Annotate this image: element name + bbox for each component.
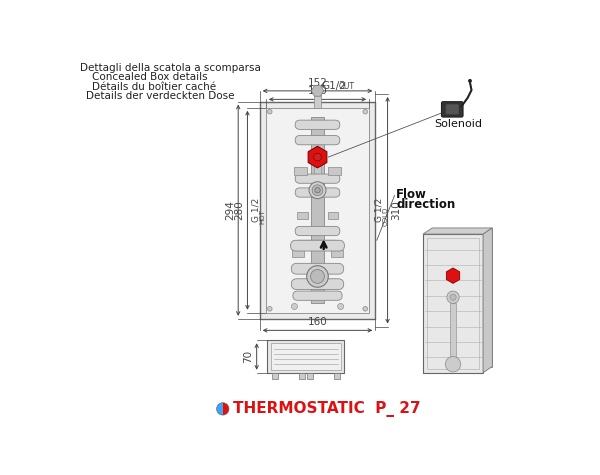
Bar	[271, 343, 341, 370]
FancyBboxPatch shape	[442, 102, 463, 117]
FancyBboxPatch shape	[295, 240, 340, 249]
Circle shape	[445, 357, 461, 372]
Bar	[314, 157, 322, 185]
Circle shape	[292, 304, 298, 310]
Text: Dettagli della scatola a scomparsa: Dettagli della scatola a scomparsa	[80, 63, 261, 73]
Text: Flow: Flow	[396, 188, 427, 201]
Bar	[299, 373, 305, 379]
FancyBboxPatch shape	[295, 188, 340, 197]
Circle shape	[363, 109, 368, 114]
Text: 160: 160	[308, 317, 328, 327]
FancyBboxPatch shape	[293, 291, 342, 300]
Wedge shape	[217, 403, 223, 415]
Bar	[331, 249, 343, 257]
Circle shape	[309, 182, 326, 199]
Text: 294: 294	[225, 200, 235, 220]
FancyBboxPatch shape	[290, 240, 344, 251]
FancyBboxPatch shape	[446, 105, 458, 114]
Wedge shape	[223, 403, 229, 415]
FancyBboxPatch shape	[295, 227, 340, 236]
Text: HOT: HOT	[259, 209, 265, 224]
Circle shape	[447, 291, 459, 304]
Text: Détails du boîtier caché: Détails du boîtier caché	[92, 82, 216, 92]
FancyBboxPatch shape	[292, 279, 344, 290]
Bar	[266, 108, 369, 313]
Bar	[307, 373, 313, 379]
Bar	[328, 212, 338, 219]
Circle shape	[314, 153, 322, 161]
Text: Concealed Box details: Concealed Box details	[92, 72, 208, 82]
Bar	[423, 234, 483, 373]
Text: 70: 70	[244, 350, 254, 363]
Text: G 1/2: G 1/2	[374, 198, 383, 222]
Circle shape	[450, 294, 456, 300]
Bar	[334, 373, 340, 379]
Bar	[272, 373, 278, 379]
Text: Details der verdeckten Dose: Details der verdeckten Dose	[86, 91, 234, 101]
Bar	[295, 167, 307, 175]
FancyBboxPatch shape	[295, 135, 340, 145]
Text: 310: 310	[391, 200, 401, 220]
Bar	[292, 249, 304, 257]
Circle shape	[268, 306, 272, 311]
Text: OUT: OUT	[339, 82, 355, 91]
Bar	[314, 88, 322, 108]
Circle shape	[307, 266, 328, 287]
Bar	[297, 212, 308, 219]
Text: THERMOSTATIC  P_ 27: THERMOSTATIC P_ 27	[233, 401, 421, 417]
Text: Solenoid: Solenoid	[434, 119, 482, 129]
Bar	[260, 102, 375, 319]
Text: 140: 140	[308, 86, 328, 96]
Circle shape	[468, 79, 472, 83]
FancyBboxPatch shape	[295, 174, 340, 183]
Bar	[450, 303, 456, 357]
Text: G 1/2: G 1/2	[251, 198, 260, 222]
Polygon shape	[483, 228, 492, 373]
Text: 152: 152	[308, 78, 328, 88]
Text: 280: 280	[235, 200, 244, 220]
Text: G1/2: G1/2	[322, 81, 346, 91]
Bar	[427, 238, 479, 369]
FancyBboxPatch shape	[295, 120, 340, 129]
Text: COLD: COLD	[382, 207, 388, 226]
Polygon shape	[423, 228, 492, 234]
Bar	[328, 167, 341, 175]
Polygon shape	[432, 228, 492, 367]
Circle shape	[312, 185, 323, 196]
Circle shape	[311, 269, 325, 284]
Circle shape	[363, 306, 368, 311]
Bar	[268, 341, 344, 373]
FancyBboxPatch shape	[292, 263, 344, 274]
Circle shape	[315, 188, 320, 193]
Text: direction: direction	[396, 198, 455, 211]
Bar	[311, 117, 323, 304]
Circle shape	[338, 304, 344, 310]
Circle shape	[268, 109, 272, 114]
